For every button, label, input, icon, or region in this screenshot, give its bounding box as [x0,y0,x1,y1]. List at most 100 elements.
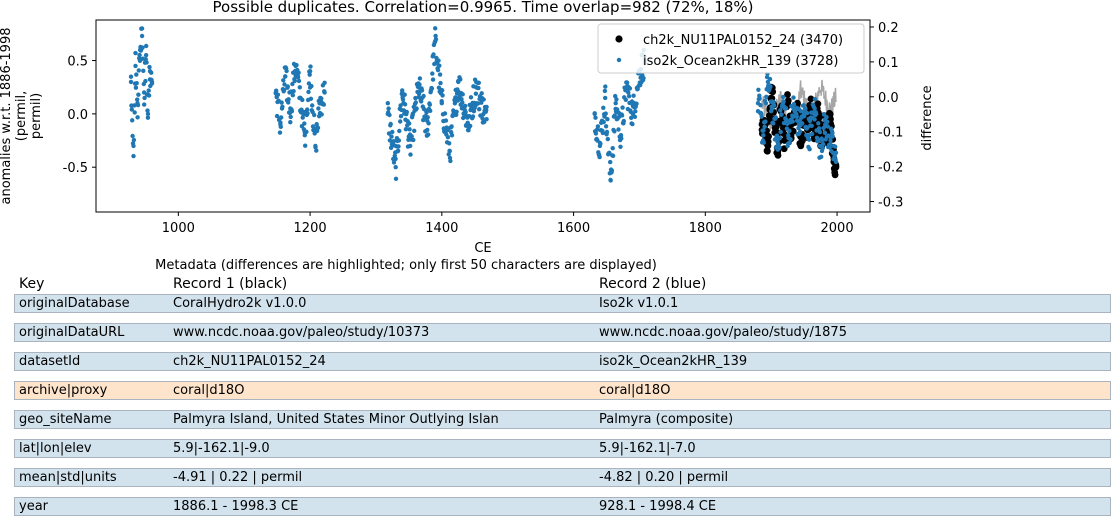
data-point [322,90,327,95]
data-point [136,68,141,73]
data-point [398,119,403,124]
data-point [143,53,149,58]
data-point [765,79,771,85]
data-point [784,91,791,98]
data-point [139,26,145,31]
data-point [800,121,805,126]
data-point [621,118,626,124]
data-point [295,75,301,80]
data-point [631,93,636,98]
data-point [288,106,293,111]
y2-tick-label: -0.2 [878,161,903,176]
data-point [145,115,151,120]
data-point [391,160,397,165]
data-point [624,80,630,85]
data-point [393,176,399,181]
data-point [784,99,792,107]
data-point [135,101,140,106]
data-point [484,117,489,122]
data-point [828,138,833,143]
data-point [604,129,610,135]
data-point [442,111,448,116]
data-point [449,133,455,138]
metadata-row: year 1886.1 - 1998.3 CE 928.1 - 1998.4 CE [14,497,1111,516]
legend-entry: iso2k_Ocean2kHR_139 (3728) [643,54,839,69]
plot-frame [95,19,871,213]
data-point [417,76,423,81]
data-point [830,134,835,139]
y-tick-label: 0.5 [67,55,88,70]
data-point [832,163,840,171]
data-point [285,84,290,89]
data-point [770,106,775,111]
data-point [641,75,646,81]
data-point [398,114,404,119]
data-point [291,89,296,94]
data-point [797,129,803,134]
metadata-key: geo_siteName [19,412,112,427]
data-point [608,177,613,183]
data-point [764,94,769,100]
data-point [306,89,311,95]
data-point [130,118,135,123]
data-point [613,101,618,106]
data-point [791,101,797,107]
data-point [419,99,424,104]
data-point [802,106,808,112]
y2-tick-label: 0.1 [878,56,899,71]
data-point [779,112,784,117]
data-point [428,108,433,114]
data-point [773,123,780,131]
data-point [603,84,608,89]
data-point [302,121,307,126]
data-point [807,147,812,152]
data-point [807,137,812,142]
data-point [431,52,436,57]
data-point [129,107,134,112]
data-point [408,143,413,149]
metadata-record1: CoralHydro2k v1.0.0 [173,296,307,311]
data-point [440,93,445,98]
data-point [137,47,143,53]
data-point [288,114,293,120]
data-point [610,153,616,158]
data-point [605,117,610,122]
data-point [602,88,608,94]
data-point [305,111,310,116]
data-point [762,124,767,129]
data-point [402,102,408,107]
data-point [416,85,421,90]
data-point [393,165,398,170]
data-point [778,108,783,113]
data-point [429,86,435,91]
metadata-key: archive|proxy [19,383,108,398]
y2-axis-label: difference [920,85,935,150]
data-point [385,111,390,117]
data-point [307,72,312,77]
data-point [319,96,324,101]
data-point [594,127,600,132]
data-point [413,100,418,105]
y-axis: -0.5 0.0 0.5 [63,55,96,176]
metadata-record1: 5.9|-162.1|-9.0 [173,441,270,456]
data-point [447,141,452,146]
data-point [597,143,603,149]
data-point [308,96,314,102]
data-point [143,78,148,84]
data-point [781,137,788,144]
data-point [608,159,613,165]
metadata-record2: coral|d18O [599,383,671,398]
data-point [284,68,289,74]
data-point [145,108,150,113]
data-point [600,130,606,136]
data-point [303,143,308,148]
data-point [619,136,624,141]
data-point [761,140,766,145]
data-point [756,87,761,93]
data-point [314,148,319,153]
metadata-row: archive|proxy coral|d18O coral|d18O [14,381,1111,400]
data-point [142,102,147,107]
metadata-key: originalDataURL [19,325,125,340]
data-point [619,113,625,118]
data-point [293,63,298,69]
